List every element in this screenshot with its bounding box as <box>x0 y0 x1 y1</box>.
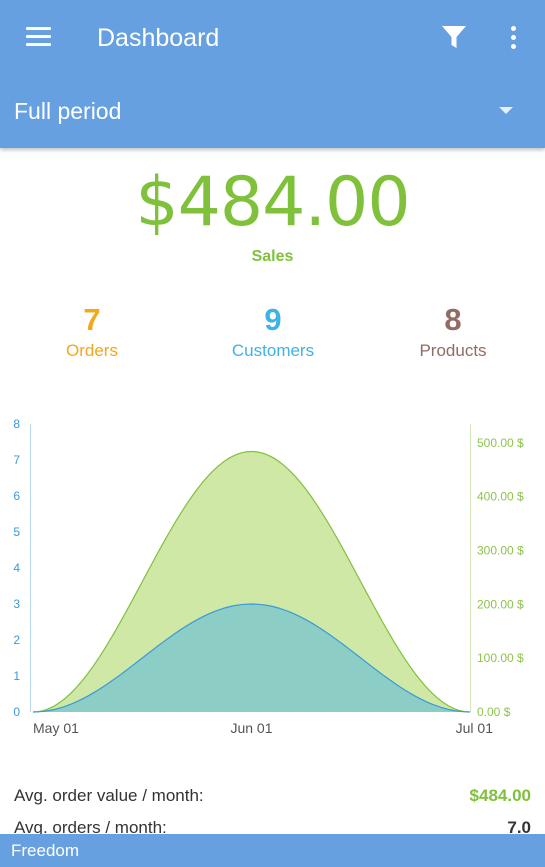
footer-bar[interactable]: Freedom <box>0 834 545 867</box>
left-axis-tick-label: 6 <box>13 489 20 503</box>
filter-icon[interactable] <box>437 20 471 54</box>
left-axis-tick-label: 2 <box>13 633 20 647</box>
period-selected-label: Full period <box>14 98 122 124</box>
left-axis-tick-label: 0 <box>13 705 20 719</box>
left-axis-tick-label: 8 <box>13 417 20 431</box>
orders-label: Orders <box>66 341 118 360</box>
dropdown-caret-icon <box>499 107 513 114</box>
right-axis-tick-label: 200.00 $ <box>477 597 524 611</box>
left-axis-tick-label: 7 <box>13 453 20 467</box>
right-axis-tick-label: 0.00 $ <box>477 705 511 719</box>
series-1-area <box>33 604 470 712</box>
x-axis-tick-label: May 01 <box>33 720 79 736</box>
right-axis-tick-label: 500.00 $ <box>477 436 524 450</box>
left-axis-tick-label: 5 <box>13 525 20 539</box>
customers-label: Customers <box>231 341 315 360</box>
products-count: 8 <box>444 302 462 337</box>
customers-stat[interactable]: 9 Customers <box>182 300 364 362</box>
orders-count: 7 <box>83 302 101 337</box>
right-axis-tick-label: 100.00 $ <box>477 651 524 665</box>
orders-stat[interactable]: 7 Orders <box>1 300 183 362</box>
right-axis-tick-label: 300.00 $ <box>477 544 524 558</box>
series-0-line <box>32 450 471 713</box>
products-stat[interactable]: 8 Products <box>362 300 544 362</box>
left-axis-tick-label: 1 <box>13 669 20 683</box>
customers-count: 9 <box>264 302 282 337</box>
avg-order-value: $484.00 <box>469 786 531 805</box>
series-1-line <box>32 603 471 713</box>
app-toolbar: Dashboard Full period <box>0 0 545 148</box>
left-axis-tick-label: 4 <box>13 561 20 575</box>
sales-orders-chart: 0 1 2 3 4 5 6 7 8 0.00 $ 100.00 $ 200.00 $ 300.00 $ 4… <box>13 417 524 736</box>
avg-order-value-label: Avg. order value / month: <box>14 786 204 805</box>
products-label: Products <box>419 341 487 360</box>
right-axis-tick-label: 400.00 $ <box>477 490 524 504</box>
avg-orders-row: Avg. orders / month: 7.0 <box>14 818 531 842</box>
left-axis-tick-label: 3 <box>13 597 20 611</box>
page-title: Dashboard <box>97 24 220 52</box>
series-0-area <box>33 451 470 712</box>
avg-orders-value: 7.0 <box>507 818 531 837</box>
hamburger-menu-icon[interactable] <box>18 18 60 58</box>
sales-label: Sales <box>251 248 294 265</box>
avg-order-value-row: Avg. order value / month: $484.00 <box>14 786 531 810</box>
x-axis-tick-label: Jul 01 <box>456 720 494 736</box>
sales-total: $484.00 <box>135 163 410 242</box>
footer-label: Freedom <box>11 841 80 860</box>
more-vertical-icon[interactable] <box>500 20 528 54</box>
x-axis-tick-label: Jun 01 <box>230 720 272 736</box>
period-selector[interactable]: Full period <box>0 88 545 134</box>
avg-orders-label: Avg. orders / month: <box>14 818 167 837</box>
